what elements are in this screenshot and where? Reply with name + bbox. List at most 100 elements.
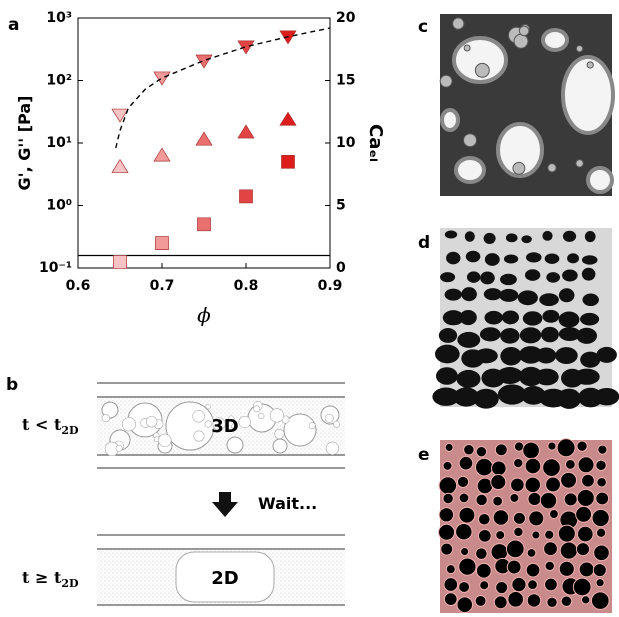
cell: [485, 253, 500, 266]
x-tick-label: 0.6: [66, 278, 91, 294]
wait-label: Wait...: [258, 494, 317, 513]
cell: [478, 529, 491, 542]
condition-sub: 2D: [61, 577, 79, 590]
condition-sub: 2D: [61, 424, 79, 437]
cell: [480, 327, 501, 341]
cell: [547, 597, 557, 607]
cell: [440, 272, 455, 282]
cell: [528, 492, 541, 505]
cell: [484, 233, 496, 244]
cell: [563, 231, 576, 242]
cell: [527, 594, 540, 607]
bubble: [122, 417, 136, 431]
cell: [457, 370, 481, 388]
cell: [476, 446, 486, 456]
y2-tick-label: 20: [336, 10, 356, 26]
bubble: [275, 429, 285, 439]
cell: [545, 578, 558, 591]
x-tick-label: 0.8: [234, 278, 259, 294]
bubble: [309, 422, 315, 428]
cell: [439, 477, 456, 494]
bubble: [588, 168, 612, 192]
panel-label: a: [8, 15, 19, 35]
label-3d: 3D: [211, 416, 238, 437]
bubble: [227, 437, 243, 453]
cell: [484, 311, 502, 325]
cell: [500, 328, 519, 344]
cell: [494, 596, 507, 609]
cell: [457, 332, 480, 348]
cell: [491, 475, 506, 490]
y2-tick-label: 5: [336, 198, 346, 214]
cell: [555, 347, 578, 364]
cell: [445, 231, 457, 239]
bubble: [563, 57, 613, 133]
bubble: [159, 434, 172, 447]
cell: [510, 493, 519, 502]
cell: [558, 525, 575, 542]
cell: [577, 489, 594, 506]
cell: [479, 513, 491, 525]
cell: [578, 526, 594, 542]
rendering: [432, 228, 619, 409]
cell: [439, 508, 453, 522]
cell: [545, 561, 554, 570]
bubble: [464, 45, 470, 51]
cell: [491, 544, 508, 561]
cell: [596, 460, 606, 470]
cell: [578, 457, 594, 473]
bubble: [270, 409, 284, 423]
bubble: [475, 63, 489, 77]
y-axis-label: G', G'' [Pa]: [15, 96, 34, 191]
bubble: [239, 416, 251, 428]
cell: [445, 443, 453, 451]
cell: [597, 478, 606, 487]
bubble: [102, 414, 110, 422]
cell: [467, 271, 480, 282]
cell: [476, 563, 491, 578]
cell: [484, 288, 502, 300]
bubble: [206, 404, 210, 408]
cell: [504, 254, 518, 263]
cell: [514, 458, 523, 467]
bubble: [146, 416, 157, 427]
bubble: [333, 421, 339, 427]
diagram: 3D t < t2D Wait... 2D t ≥ t2D: [22, 383, 345, 605]
cell: [559, 288, 575, 302]
condition: t < t2D: [22, 415, 79, 437]
cell: [582, 474, 595, 487]
cell: [435, 345, 460, 364]
cell: [564, 493, 577, 506]
cell: [596, 492, 609, 505]
bubble: [576, 160, 583, 167]
cell: [573, 578, 591, 596]
segmentation: [439, 439, 612, 613]
cell: [475, 458, 492, 475]
cell: [475, 595, 486, 606]
cell: [526, 252, 542, 262]
cell: [465, 231, 475, 242]
cell: [444, 593, 457, 606]
cell: [596, 528, 605, 537]
cell: [514, 527, 523, 536]
cell: [493, 496, 503, 506]
data-point: [196, 55, 212, 68]
cell: [523, 442, 540, 459]
cell: [444, 578, 458, 592]
cell: [545, 530, 554, 539]
cell: [459, 582, 470, 593]
y-tick-label: 10¹: [46, 135, 72, 151]
y2-tick-label: 15: [336, 73, 355, 89]
cell: [480, 272, 495, 285]
cell: [459, 507, 475, 523]
cell: [497, 367, 523, 384]
cell: [559, 312, 580, 328]
cell: [557, 439, 575, 457]
cell: [500, 347, 521, 365]
cell: [582, 596, 590, 604]
cell: [464, 444, 474, 454]
bubble: [442, 110, 458, 130]
cell: [549, 510, 558, 519]
bubble: [116, 445, 122, 451]
cell: [585, 231, 596, 242]
